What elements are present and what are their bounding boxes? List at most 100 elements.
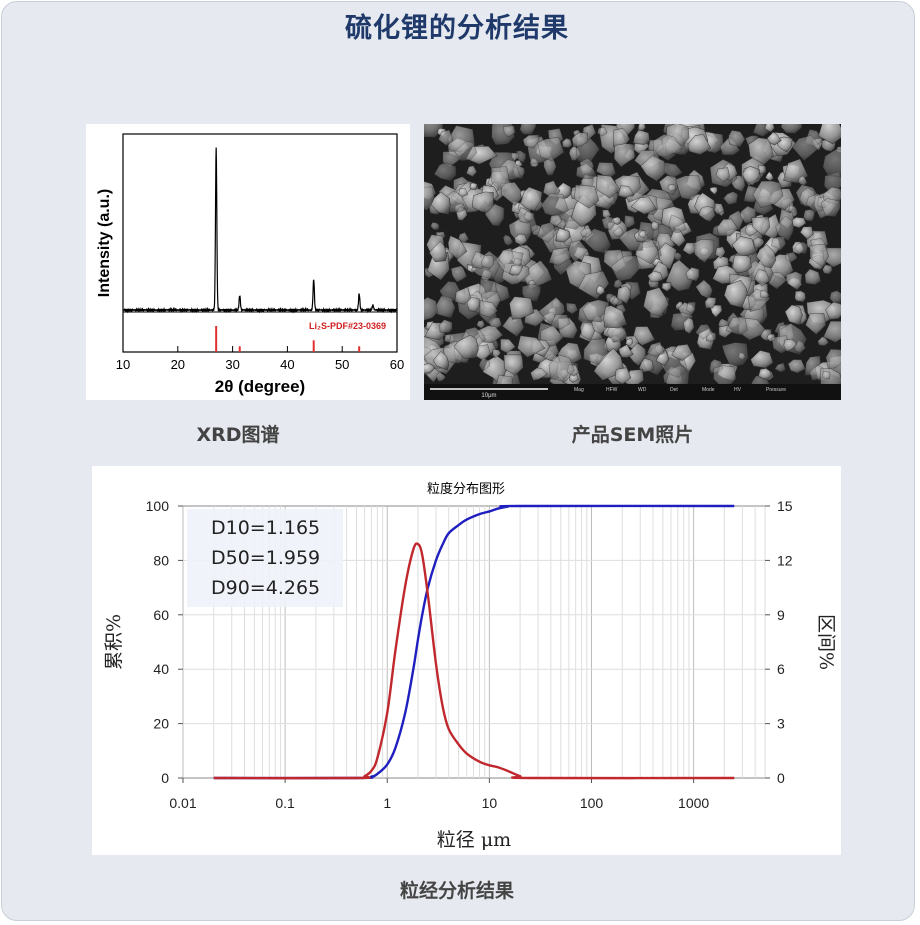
sem-grain (753, 236, 765, 249)
sem-grain (555, 227, 571, 243)
sem-grain (764, 171, 774, 182)
sem-grain (430, 222, 440, 231)
sem-info-label: Mode (702, 387, 715, 393)
sem-grain (511, 152, 520, 162)
sem-grain (514, 233, 528, 246)
xrd-plot-frame (122, 133, 398, 353)
sem-info-label: HFW (606, 387, 618, 393)
sem-grain (756, 244, 777, 269)
xrd-panel: 10 20 30 40 50 60 Li₂S-PDF#23-0369 2θ (degree… (86, 124, 410, 400)
psd-chart-title: 粒度分布图形 (427, 481, 505, 497)
sem-grain (502, 125, 516, 137)
psd-right-tick-label: 9 (777, 607, 785, 623)
psd-left-tick-label: 40 (153, 661, 169, 677)
sem-grain (666, 122, 690, 147)
sem-grain (520, 186, 543, 212)
sem-grain (741, 165, 761, 187)
sem-grain (617, 185, 635, 198)
sem-grain (793, 241, 808, 255)
sem-grain (715, 246, 726, 259)
sem-grain (565, 302, 579, 315)
xrd-reference-label: Li₂S-PDF#23-0369 (309, 321, 386, 331)
sem-grain (695, 324, 714, 340)
psd-left-axis-label: 累积% (103, 614, 125, 670)
psd-right-tick-label: 3 (777, 716, 785, 732)
sem-grain (750, 350, 774, 369)
sem-grain (686, 301, 697, 314)
sem-grain (595, 284, 606, 296)
sem-grain (597, 126, 608, 137)
sem-grain (732, 254, 752, 274)
sem-grain (663, 161, 683, 179)
sem-grain (609, 294, 620, 307)
sem-grain (799, 226, 814, 240)
sem-info-label: Det (670, 387, 678, 393)
psd-right-tick-label: 12 (777, 552, 793, 568)
sem-grain (820, 198, 841, 218)
sem-grain (517, 335, 546, 358)
sem-image: 10μm Mag HFW WD Det Mode HV Pressure (412, 107, 853, 400)
sem-grain (601, 216, 616, 231)
sem-grain (543, 156, 557, 176)
sem-grain (613, 279, 624, 289)
sem-grain (752, 180, 784, 209)
sem-grain (439, 319, 453, 334)
sem-grain (537, 137, 565, 162)
sem-grain (637, 122, 646, 131)
sem-caption: 产品SEM照片 (571, 424, 694, 446)
xrd-x-tick-label: 30 (225, 357, 239, 372)
psd-left-tick-label: 80 (153, 552, 169, 568)
sem-grain (771, 236, 787, 251)
xrd-x-tick-label: 50 (335, 357, 349, 372)
psd-left-tick-label: 0 (161, 770, 169, 786)
sem-grain (647, 270, 664, 283)
sem-grain (481, 254, 495, 269)
sem-grain (805, 313, 827, 335)
sem-grain (632, 129, 651, 145)
sem-grain (784, 304, 803, 326)
psd-stats-box: D10=1.165 D50=1.959 D90=4.265 (187, 509, 343, 607)
sem-grain (650, 221, 660, 231)
sem-grain (613, 143, 635, 168)
d90-value: D90=4.265 (211, 577, 321, 599)
sem-grain (698, 206, 716, 223)
sem-grain (549, 214, 563, 228)
sem-info-label: HV (734, 387, 742, 393)
sem-grain (768, 272, 788, 290)
sem-grain (751, 216, 771, 237)
sem-grain (716, 218, 739, 237)
sem-grain (671, 343, 693, 361)
sem-grain (457, 187, 469, 197)
sem-grain (433, 162, 457, 182)
sem-grain (630, 196, 657, 215)
sem-grain (721, 342, 749, 367)
sem-grain (580, 227, 593, 238)
psd-left-tick-label: 20 (153, 716, 169, 732)
sem-info-bar (424, 384, 841, 400)
sem-grain (610, 255, 641, 282)
sem-grain (788, 205, 798, 214)
sem-grain (585, 228, 612, 255)
sem-grain (574, 184, 600, 209)
psd-right-axis-label: 区间% (815, 614, 837, 670)
sem-grain (704, 297, 717, 309)
xrd-x-tick-label: 10 (116, 357, 130, 372)
sem-grain (806, 193, 826, 212)
sem-grain (693, 239, 715, 264)
sem-grain (825, 301, 845, 320)
sem-grain (685, 267, 700, 282)
sem-grain (548, 247, 572, 266)
differential-curve (213, 542, 735, 780)
sem-grain (453, 334, 479, 359)
sem-grain (759, 289, 770, 299)
sem-grain (500, 182, 525, 206)
xrd-x-tick-label: 60 (390, 357, 404, 372)
sem-grain (436, 371, 447, 382)
psd-x-tick-label: 10 (482, 795, 498, 811)
sem-grain (550, 314, 571, 330)
sem-grain (809, 243, 830, 268)
psd-caption: 粒经分析结果 (399, 880, 514, 902)
sem-grain (821, 370, 831, 380)
sem-grain (754, 268, 770, 287)
